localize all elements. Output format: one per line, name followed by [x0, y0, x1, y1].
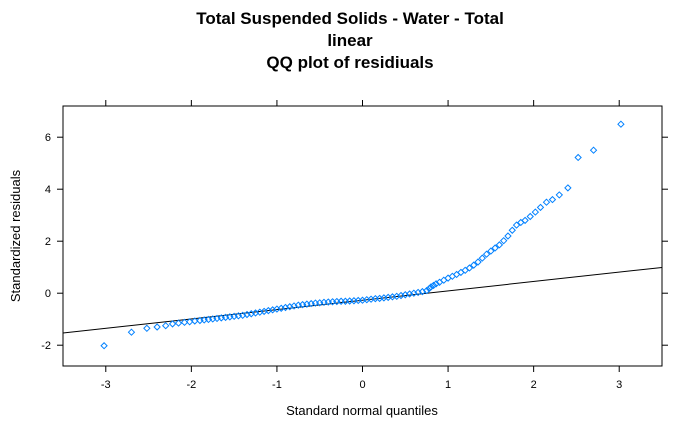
x-tick-label: 1 — [445, 379, 451, 391]
reference-line — [62, 266, 663, 334]
data-point — [470, 261, 478, 269]
data-point — [536, 203, 545, 212]
data-point — [429, 281, 438, 290]
data-point — [521, 216, 529, 225]
data-point — [100, 342, 108, 350]
data-point — [617, 120, 625, 128]
chart-title-line-3: QQ plot of residiuals — [266, 53, 433, 72]
data-point — [427, 283, 435, 291]
data-point — [526, 212, 534, 221]
data-point — [153, 323, 161, 331]
data-point — [440, 276, 448, 284]
data-point — [491, 244, 499, 252]
data-point — [482, 250, 491, 258]
x-tick-label: -1 — [272, 379, 282, 391]
x-tick-label: -3 — [101, 379, 111, 391]
data-point — [531, 208, 540, 216]
chart-title-line-2: linear — [327, 31, 373, 50]
data-point — [499, 236, 508, 245]
x-tick-label: -2 — [186, 379, 196, 391]
x-axis-label: Standard normal quantiles — [286, 403, 438, 418]
data-point — [168, 320, 177, 328]
data-point — [564, 184, 572, 192]
data-point — [487, 247, 495, 255]
data-point — [422, 286, 431, 295]
data-point — [425, 284, 433, 293]
y-tick-label: -2 — [41, 340, 51, 352]
data-point — [555, 191, 564, 199]
data-point — [504, 232, 512, 240]
data-point — [174, 319, 183, 327]
data-point — [127, 328, 136, 336]
y-tick-label: 4 — [45, 184, 51, 196]
data-point — [465, 264, 474, 272]
x-tick-label: 0 — [359, 379, 365, 391]
data-point — [478, 254, 487, 262]
data-point — [589, 146, 598, 154]
data-point — [508, 226, 516, 234]
y-tick-label: 0 — [45, 288, 51, 300]
data-point — [495, 241, 504, 249]
reference-line-group — [62, 266, 663, 334]
x-tick-label: 3 — [616, 379, 622, 391]
x-tick-label: 2 — [531, 379, 537, 391]
data-point — [474, 258, 482, 266]
data-point — [143, 324, 151, 333]
data-point — [512, 221, 521, 229]
data-points — [100, 120, 625, 350]
y-tick-label: 2 — [45, 236, 51, 248]
y-axis-label: Standardized residuals — [8, 169, 23, 302]
data-point — [574, 153, 582, 162]
plot-frame — [62, 105, 663, 367]
data-point — [548, 195, 557, 204]
axis-ticks: -3 -2 -1 0 1 2 3 -2 0 2 4 6 — [41, 100, 668, 391]
data-point — [542, 198, 551, 206]
data-point — [432, 280, 440, 288]
y-tick-label: 6 — [45, 132, 51, 144]
data-point — [161, 321, 170, 330]
chart-title-line-1: Total Suspended Solids - Water - Total — [196, 9, 504, 28]
data-point — [457, 268, 465, 277]
